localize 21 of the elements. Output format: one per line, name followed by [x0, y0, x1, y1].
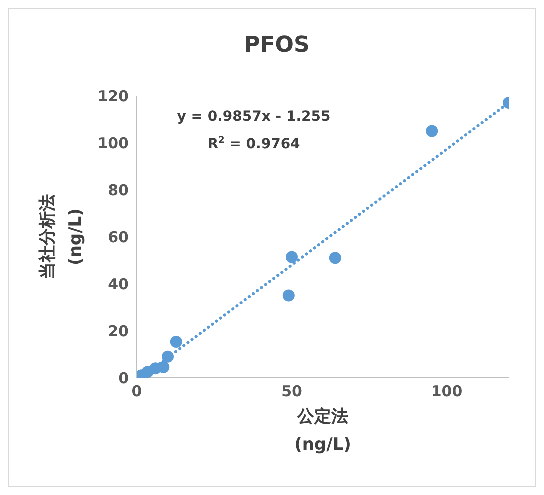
- x-tick-label: 0: [132, 382, 142, 401]
- point: [286, 251, 298, 264]
- y-tick-label: 100: [98, 134, 129, 152]
- y-tick-label: 40: [108, 275, 129, 294]
- y-tick-label: 120: [98, 87, 129, 106]
- y-tick-label: 60: [108, 228, 129, 246]
- point: [162, 350, 174, 363]
- point: [329, 252, 342, 264]
- x-tick-label: 50: [282, 382, 302, 401]
- point: [426, 125, 438, 138]
- x-axis-title: 公定法 (ng/L): [294, 407, 352, 455]
- annotation: R$^{2}$ = 0.9764: [208, 136, 300, 153]
- x-tick-label: 100: [431, 382, 463, 401]
- annotation: y = 0.9857x - 1.255: [177, 109, 331, 125]
- point: [282, 290, 295, 302]
- y-tick-label: 20: [108, 322, 129, 340]
- chart-title: PFOS: [243, 33, 311, 58]
- y-tick-label: 0: [118, 369, 129, 388]
- y-axis-title: 当社分析法 (ng/L): [38, 194, 86, 280]
- y-tick-label: 80: [108, 181, 129, 200]
- point: [170, 336, 182, 348]
